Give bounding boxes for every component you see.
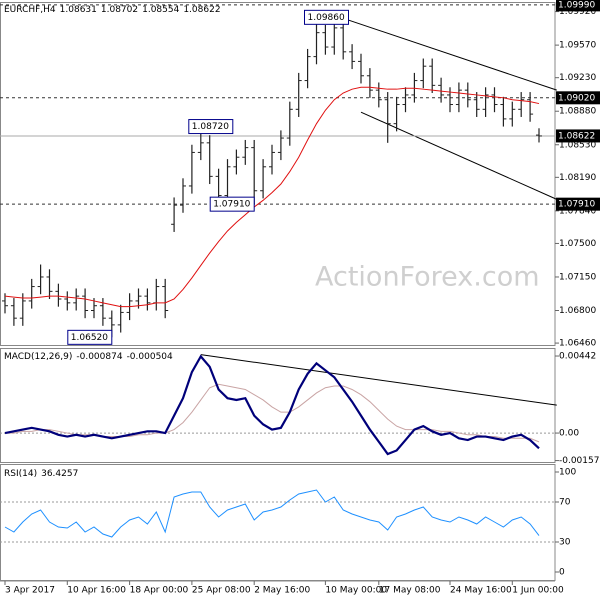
y-tick-label: -0.001578: [559, 456, 600, 466]
y-tick-label: 1.08880: [559, 107, 596, 117]
header-open: 1.08631: [60, 5, 97, 15]
annotation-label: 1.07910: [213, 200, 250, 210]
annotation-box: [188, 119, 234, 135]
y-tick-label: 1.09230: [559, 73, 596, 83]
current-price-label: 1.08622: [558, 131, 595, 141]
level-label: 1.09990: [558, 0, 595, 10]
annotation-label: 1.06520: [71, 333, 108, 343]
annotation-label: 1.09860: [308, 13, 345, 23]
annotation-label: 1.08720: [192, 122, 229, 132]
signal-value: -0.000504: [127, 352, 173, 362]
y-tick-label: 1.09920: [559, 7, 596, 17]
level-label: 1.07910: [558, 200, 595, 210]
x-tick-label: 10 May 00:00: [325, 586, 387, 596]
moving-average: [4, 86, 540, 308]
x-tick-label: 1 Jun 00:00: [512, 586, 564, 596]
watermark: ActionForex.com: [315, 262, 540, 293]
y-tick-label: 1.09570: [559, 41, 596, 51]
y-tick-label: 0.00: [559, 429, 579, 439]
rsi-line: [4, 489, 540, 538]
y-tick-label: 1.08190: [559, 173, 596, 183]
y-tick-label: 1.07840: [559, 206, 596, 216]
y-tick-label: 1.07500: [559, 239, 596, 249]
y-tick-label: 70: [559, 498, 571, 508]
y-tick-label: 1.07150: [559, 272, 596, 282]
level-label-box: [556, 197, 600, 211]
rsi-name: RSI(14): [4, 469, 37, 479]
panel-frame: [0, 2, 556, 346]
chart-header: EURCHF,H4 1.08631 1.08702 1.08554 1.08622: [4, 5, 221, 15]
current-price-box: [556, 129, 600, 143]
x-tick-label: 2 May 16:00: [254, 586, 310, 596]
symbol: EURCHF,H4: [4, 5, 56, 15]
trend-line: [360, 111, 558, 200]
x-tick-label: 24 May 16:00: [450, 586, 512, 596]
panel-frame: [0, 348, 556, 463]
y-tick-label: 1.08530: [559, 140, 596, 150]
level-label-box: [556, 91, 600, 105]
y-tick-label: 100: [559, 468, 576, 478]
x-tick-label: 17 May 08:00: [379, 586, 441, 596]
level-label: 1.09020: [558, 93, 595, 103]
macd-title: MACD(12,26,9) -0.000874 -0.000504: [4, 352, 173, 362]
macd-value: -0.000874: [76, 352, 122, 362]
x-tick-label: 25 Apr 08:00: [192, 586, 251, 596]
y-tick-label: 0.00442: [559, 352, 596, 362]
annotation-box: [67, 329, 113, 345]
header-high: 1.08702: [101, 5, 138, 15]
x-tick-label: 10 Apr 16:00: [67, 586, 126, 596]
macd-line: [4, 354, 540, 456]
annotation-box: [304, 9, 349, 25]
y-tick-label: 1.06800: [559, 306, 596, 316]
y-tick-label: 1.06460: [559, 339, 596, 349]
annotation-box: [209, 196, 255, 212]
trend-line: [200, 354, 557, 406]
macd-name: MACD(12,26,9): [4, 352, 72, 362]
x-tick-label: 18 Apr 00:00: [130, 586, 189, 596]
rsi-title: RSI(14) 36.4257: [4, 469, 78, 479]
rsi-value: 36.4257: [41, 469, 78, 479]
y-tick-label: 0: [559, 568, 565, 578]
trend-line: [343, 17, 557, 91]
level-label-box: [556, 0, 600, 12]
header-close: 1.08622: [183, 5, 220, 15]
header-low: 1.08554: [142, 5, 179, 15]
x-tick-label: 3 Apr 2017: [5, 586, 55, 596]
y-tick-label: 30: [559, 538, 571, 548]
